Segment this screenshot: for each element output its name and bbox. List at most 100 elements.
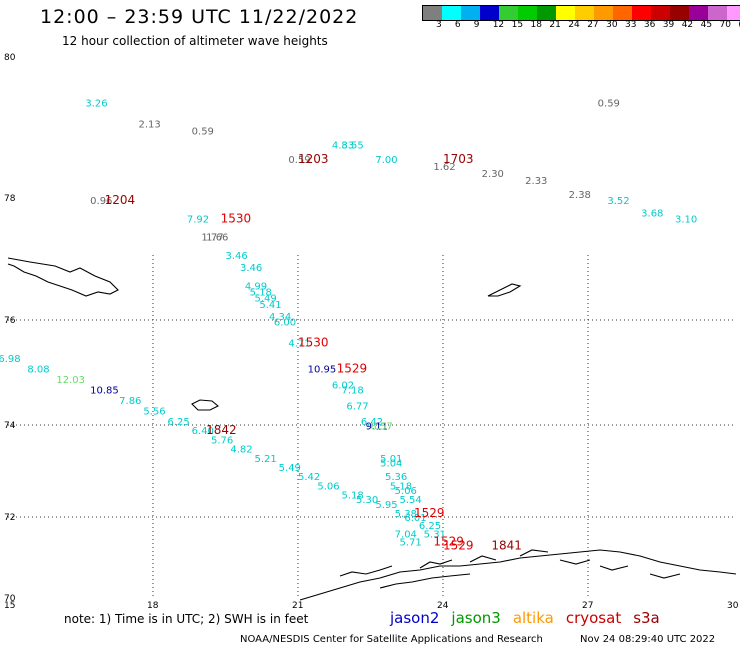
color-scale-label: 12 (492, 20, 505, 30)
wave-height-value: 5.54 (400, 495, 422, 506)
wave-height-value: 5.18 (342, 491, 364, 502)
color-scale-label: 45 (700, 20, 713, 30)
credit-text: NOAA/NESDIS Center for Satellite Applica… (240, 634, 543, 645)
norway-coast-inner (379, 573, 471, 589)
wave-height-value: 0.96 (90, 196, 112, 207)
color-swatch (613, 6, 632, 20)
satellite-legend-item: jason2 (390, 609, 440, 627)
color-swatch (442, 6, 461, 20)
lon-tick-label: 30 (727, 601, 739, 611)
color-swatch (537, 6, 556, 20)
wave-height-value: 8.57 (371, 422, 393, 433)
color-scale-label: 15 (511, 20, 524, 30)
color-swatch (575, 6, 594, 20)
wave-height-value: 5.31 (424, 529, 446, 540)
wave-height-value: 5.42 (298, 472, 320, 483)
wave-height-value: 0.59 (288, 155, 310, 166)
satellite-legend-item: altika (512, 609, 554, 627)
credit-line: NOAA/NESDIS Center for Satellite Applica… (240, 634, 715, 645)
wave-height-value: 5.06 (395, 486, 417, 497)
pass-time-label: 1203 (298, 152, 329, 166)
wave-height-value: 0.59 (192, 127, 214, 138)
wave-height-value: 3.52 (607, 196, 629, 207)
color-swatch (518, 6, 537, 20)
wave-height-value: 5.56 (143, 407, 165, 418)
wave-height-value: 4.34 (269, 312, 291, 323)
wave-height-value: 8.08 (27, 365, 49, 376)
wave-height-value: 5.95 (375, 500, 397, 511)
kong-karls-land-coast (487, 283, 522, 297)
color-scale-label: 36 (643, 20, 656, 30)
pass-time-label: 1529 (433, 534, 464, 548)
footnote: note: 1) Time is in UTC; 2) SWH is in fe… (64, 612, 309, 626)
wave-height-value: 10.85 (90, 386, 119, 397)
color-scale-label: 27 (587, 20, 599, 30)
color-scale-label: (ft) (738, 20, 740, 30)
color-scale-bar (422, 5, 740, 21)
pass-time-labels: 1203 170312041530153015291842152915291529… (105, 152, 522, 553)
pass-time-label: 1529 (337, 362, 368, 376)
coastline (7, 257, 737, 601)
lon-tick-label: 24 (437, 601, 449, 611)
wave-height-value: 2.30 (482, 169, 504, 180)
svalbard-coast (7, 257, 119, 297)
wave-height-value: 6.40 (192, 426, 214, 437)
lat-tick-label: 76 (4, 316, 16, 326)
pass-time-label: 1204 (105, 193, 136, 207)
satellite-legend-item: cryosat (565, 609, 622, 627)
color-swatch (461, 6, 480, 20)
color-swatch (594, 6, 613, 20)
wave-height-value: 9.11 (366, 422, 388, 433)
color-swatch (651, 6, 670, 20)
wave-height-value: 4.99 (245, 282, 267, 293)
wave-height-value: 2.33 (525, 176, 547, 187)
satellite-legend-item: s3a (633, 609, 660, 627)
wave-height-value: 4.82 (230, 445, 252, 456)
wave-height-value: 1.66 (206, 233, 228, 244)
color-scale-label: 21 (549, 20, 561, 30)
wave-height-value: 5.01 (380, 454, 402, 465)
color-swatch (689, 6, 708, 20)
lat-tick-label: 80 (4, 53, 16, 63)
norway-fjords (339, 549, 681, 579)
color-swatch (727, 6, 740, 20)
wave-height-value: 6.98 (0, 354, 21, 365)
pass-time-label: 1529 (414, 506, 445, 520)
wave-height-value: 5.30 (356, 495, 378, 506)
wave-height-value: 7.00 (375, 155, 397, 166)
wave-height-value: 10.95 (308, 365, 337, 376)
lat-tick-label: 74 (4, 421, 16, 431)
wave-height-value: 7.18 (342, 386, 364, 397)
satellite-legend: jason2 jason3 altika cryosat s3a (390, 609, 672, 627)
wave-height-value: 5.71 (400, 537, 422, 548)
wave-height-value: 3.46 (240, 263, 262, 274)
wave-height-value: 6.25 (168, 417, 190, 428)
color-swatch (480, 6, 499, 20)
color-swatch (632, 6, 651, 20)
pass-time-label: 1530 (221, 211, 252, 225)
pass-time-label: 1841 (491, 538, 522, 552)
lon-tick-label: 18 (147, 601, 159, 611)
color-scale-label: 6 (454, 20, 461, 30)
color-swatch (499, 6, 518, 20)
color-scale-label: 39 (662, 20, 675, 30)
wave-height-value: 6.77 (346, 401, 368, 412)
wave-height-value: 5.41 (259, 300, 281, 311)
wave-height-value: 6.00 (274, 317, 296, 328)
wave-height-value: 3.26 (85, 98, 107, 109)
observation-labels: 3.26 2.13 0.59 0.59 4.833.55 0.59 7.00 1.62 2.30… (0, 98, 697, 548)
wave-height-value: 4.83 (332, 141, 354, 152)
map-title: 12:00 – 23:59 UTC 11/22/2022 (40, 6, 359, 28)
pass-time-label: 1529 (443, 538, 474, 552)
wave-height-value: 4.71 (288, 338, 310, 349)
color-scale-label: 30 (606, 20, 618, 30)
wave-height-value: 0.59 (598, 98, 620, 109)
color-swatch (423, 6, 442, 20)
lon-tick-label: 21 (292, 601, 303, 611)
color-scale-label: 24 (568, 20, 580, 30)
generated-timestamp: Nov 24 08:29:40 UTC 2022 (580, 634, 716, 645)
color-swatch (708, 6, 727, 20)
color-scale-label: 18 (530, 20, 542, 30)
wave-height-value: 5.18 (250, 288, 272, 299)
color-scale-label: 3 (436, 20, 442, 30)
